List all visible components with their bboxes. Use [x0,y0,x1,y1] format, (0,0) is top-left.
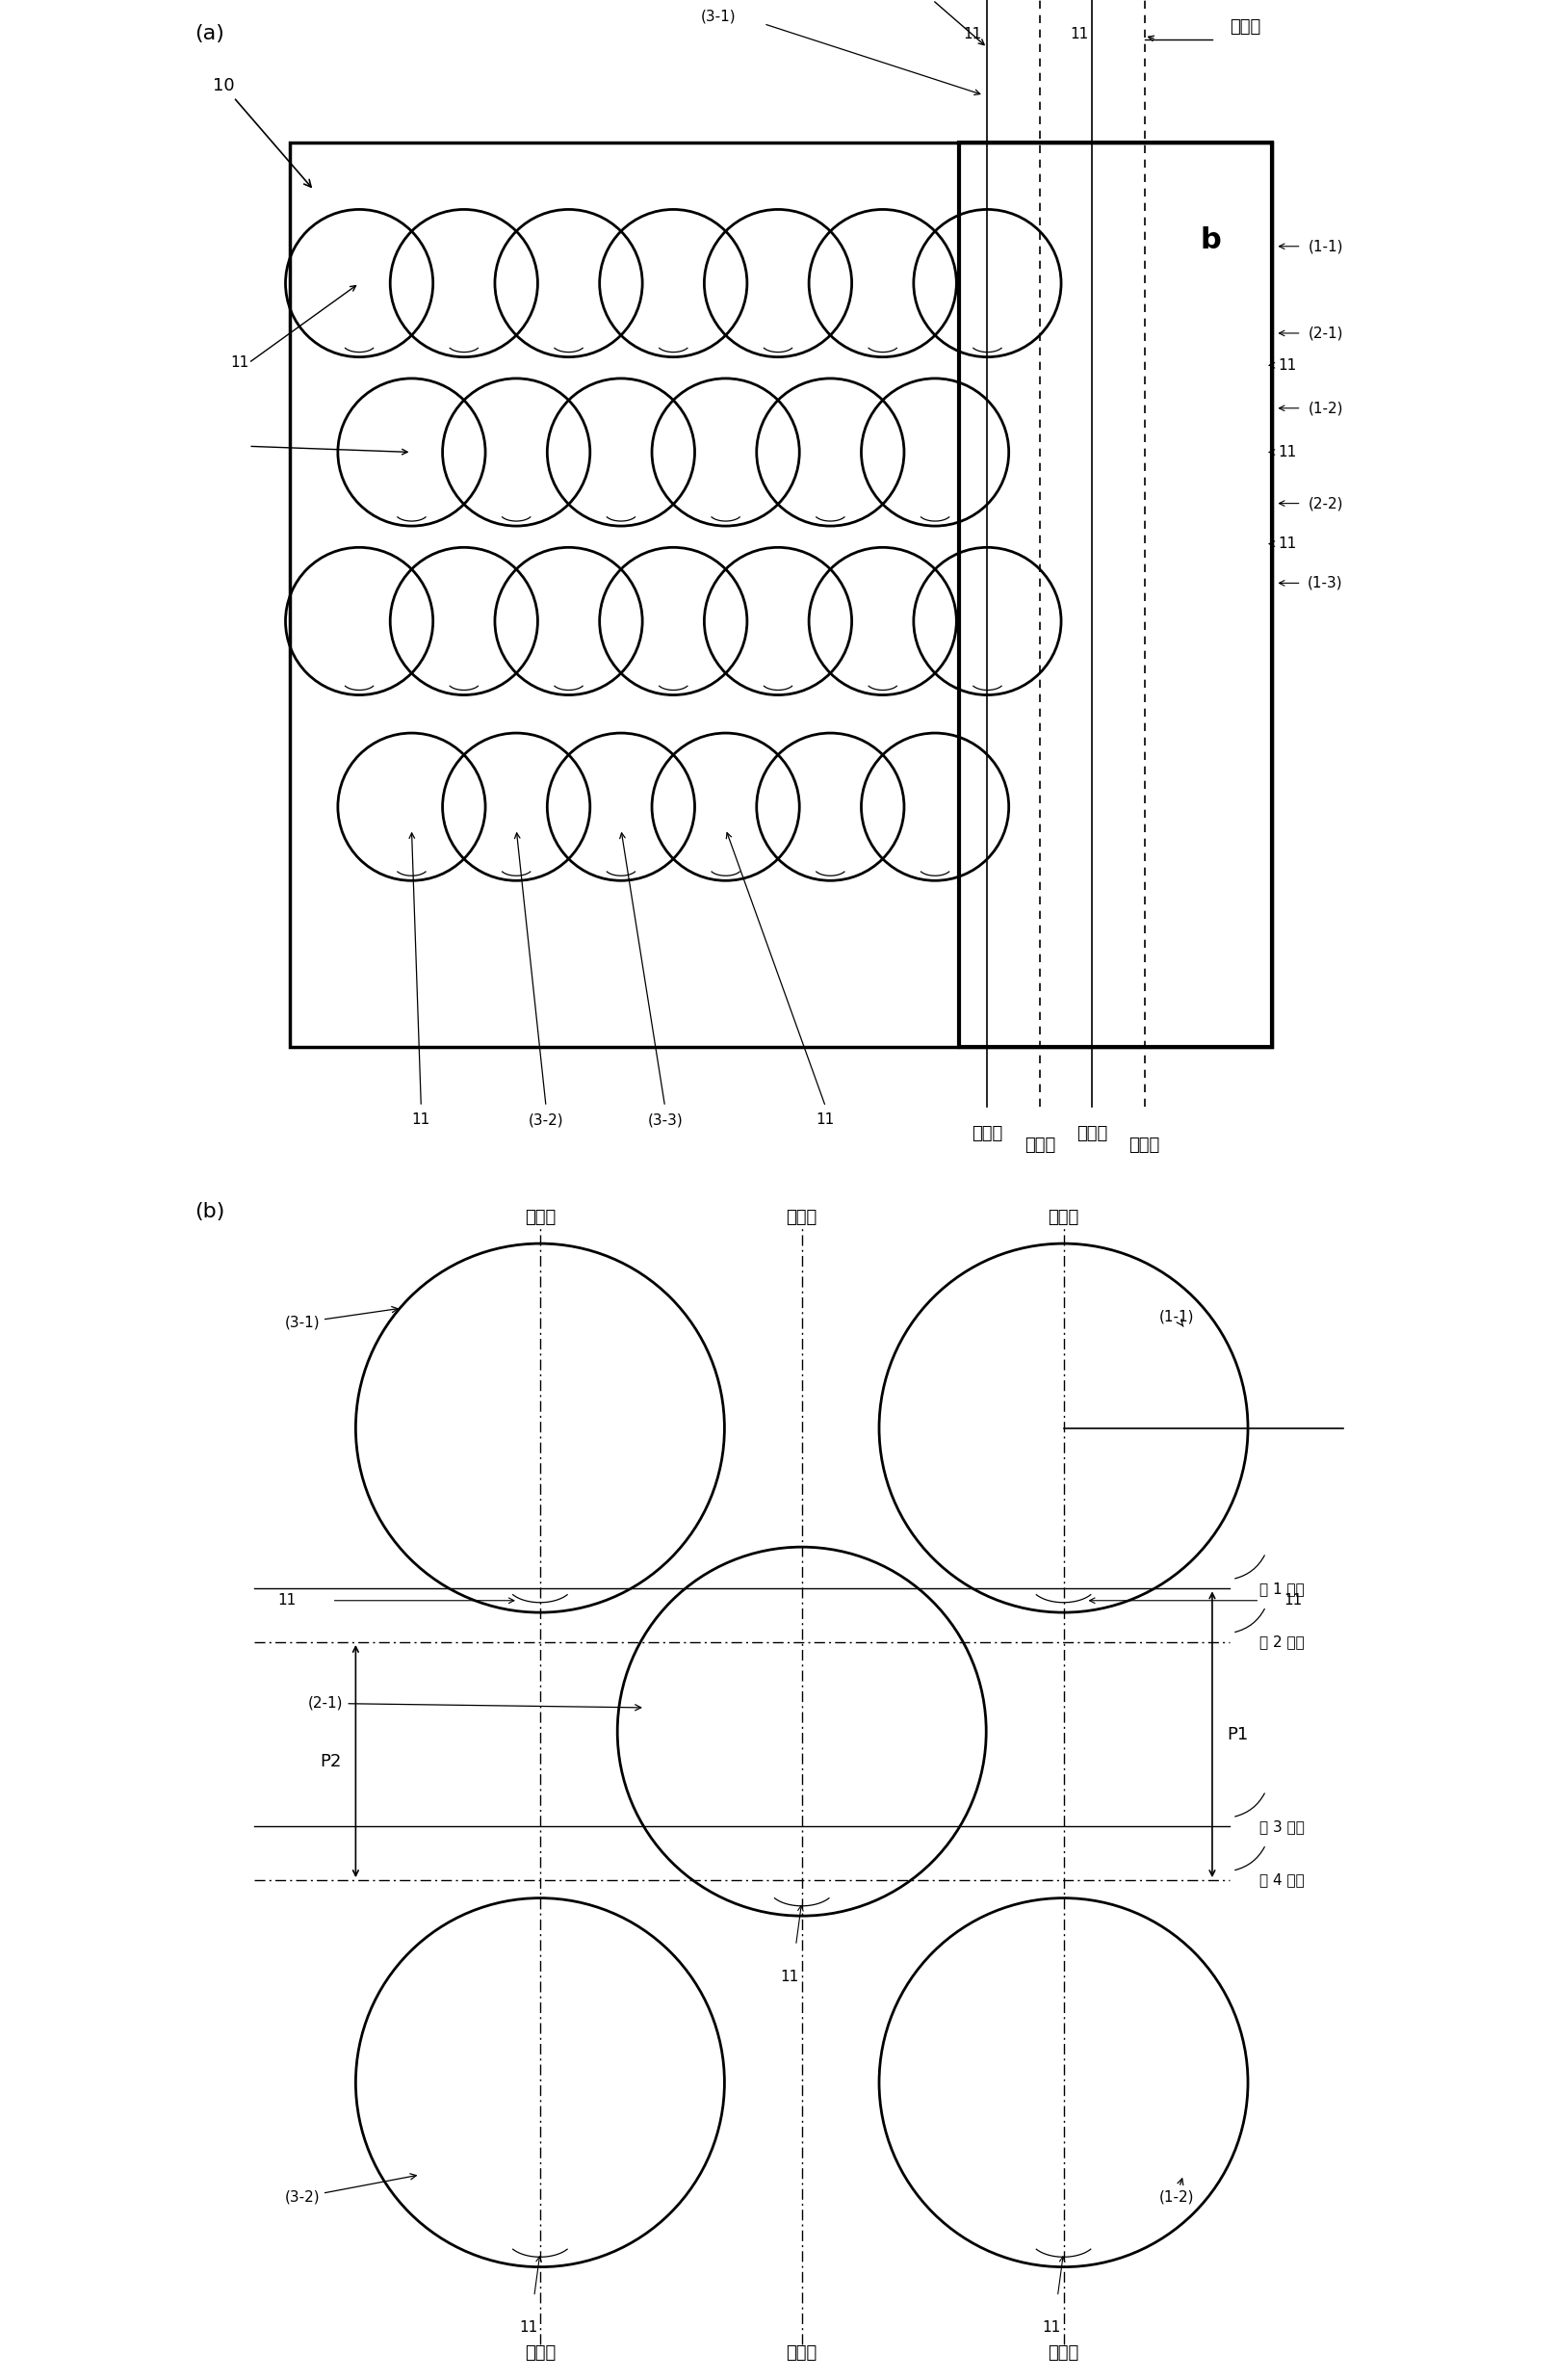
Text: 11: 11 [1043,2320,1061,2335]
Text: 第３列: 第３列 [524,1209,555,1226]
Text: 11: 11 [1284,1592,1302,1609]
Text: (1-2): (1-2) [1309,400,1343,416]
Text: (1-1): (1-1) [1309,238,1343,255]
Text: P2: P2 [321,1752,341,1771]
Text: 第 1 切线: 第 1 切线 [1260,1580,1305,1597]
Text: (2-1): (2-1) [1309,326,1343,340]
Text: 11: 11 [1277,536,1296,552]
Text: 11: 11 [963,26,982,43]
Text: 第２列: 第２列 [786,1209,817,1226]
Text: 偶数列: 偶数列 [786,2344,817,2361]
Text: 10: 10 [213,76,311,188]
Text: (3-1): (3-1) [285,1307,398,1330]
Text: (b): (b) [194,1202,226,1221]
Bar [291,143,1271,1047]
Text: (1-2): (1-2) [1159,2178,1193,2204]
Text: 奇数列: 奇数列 [1130,1135,1159,1154]
Text: 11: 11 [518,2320,537,2335]
Text: P1: P1 [1226,1726,1248,1742]
Text: (2-2): (2-2) [1309,495,1343,512]
Text: 奇数列: 奇数列 [1049,2344,1078,2361]
Text: 11: 11 [412,1114,431,1128]
Text: 11: 11 [781,1971,800,1985]
Text: 奇数列: 奇数列 [1024,1135,1055,1154]
Text: 第 3 切线: 第 3 切线 [1260,1818,1305,1835]
Text: (3-2): (3-2) [285,2173,417,2204]
Text: 11: 11 [230,355,249,371]
Text: 第 4 切线: 第 4 切线 [1260,1873,1305,1887]
Text: (1-3): (1-3) [1307,576,1343,590]
Text: (3-2): (3-2) [529,1114,563,1128]
Text: (3-1): (3-1) [700,10,736,24]
Text: b: b [1200,226,1221,255]
Text: (3-3): (3-3) [647,1114,683,1128]
Text: 11: 11 [1277,357,1296,374]
Text: (2-1): (2-1) [308,1697,641,1711]
Text: 11: 11 [1277,445,1296,459]
Text: 第１列: 第１列 [1231,19,1260,36]
Text: 第 2 切线: 第 2 切线 [1260,1635,1305,1649]
Text: (1-1): (1-1) [1159,1309,1193,1326]
Text: 偶数列: 偶数列 [972,1123,1004,1142]
Text: 11: 11 [1071,26,1089,43]
Text: (a): (a) [194,24,224,43]
Text: 11: 11 [277,1592,296,1609]
Text: 偶数列: 偶数列 [1077,1123,1108,1142]
Bar [958,143,1271,1047]
Text: 奇数列: 奇数列 [524,2344,555,2361]
Text: 第１列: 第１列 [1049,1209,1078,1226]
Text: 11: 11 [817,1114,836,1128]
